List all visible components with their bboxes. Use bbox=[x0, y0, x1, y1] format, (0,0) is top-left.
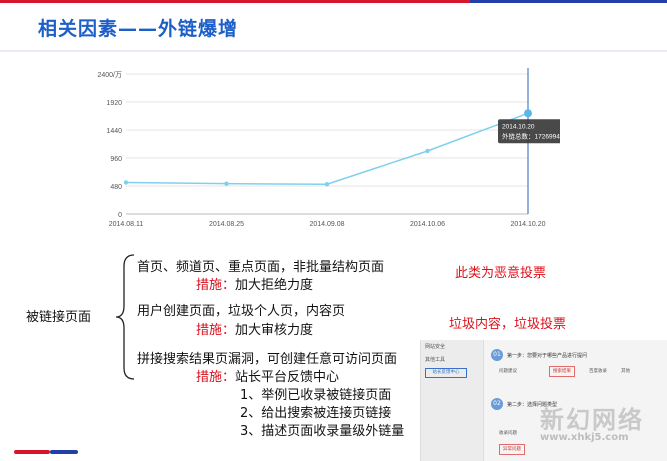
title-divider bbox=[0, 50, 667, 52]
x-tick-label: 2014.10.06 bbox=[410, 221, 445, 228]
thumb-option-selected: 搜索结果 bbox=[549, 366, 575, 377]
group-1-line: 首页、频道页、重点页面，非批量结构页面 bbox=[137, 260, 385, 275]
group-3-measure: 措施：站长平台反馈中心 bbox=[196, 366, 339, 385]
group-2-line: 用户创建页面，垃圾个人页，内容页 bbox=[137, 304, 346, 319]
data-point bbox=[425, 148, 430, 154]
group-2-measure: 措施：加大审核力度 bbox=[196, 319, 313, 338]
x-tick-label: 2014.08.25 bbox=[209, 221, 244, 228]
thumb-step-1: 第一步：您要对于哪些产品进行提问 bbox=[507, 353, 588, 359]
bottom-accent-blue bbox=[50, 450, 78, 454]
step-1: 1、举例已收录被链接页面 bbox=[240, 388, 392, 403]
y-tick-label: 1920 bbox=[106, 100, 122, 107]
watermark-url: www.xhkj5.com bbox=[540, 432, 629, 443]
y-tick-label: 2400/万 bbox=[97, 71, 122, 79]
thumb-option: 百度收录 bbox=[589, 369, 607, 374]
y-tick-label: 960 bbox=[110, 156, 122, 163]
data-point bbox=[324, 182, 330, 187]
brace-icon bbox=[115, 254, 135, 380]
y-tick-label: 0 bbox=[118, 212, 122, 219]
x-tick-label: 2014.10.20 bbox=[510, 221, 545, 228]
thumb-sidebar-item: 其他工具 bbox=[425, 357, 446, 363]
data-point bbox=[123, 180, 129, 185]
root-label: 被链接页面 bbox=[26, 310, 92, 325]
data-point bbox=[524, 109, 532, 118]
bottom-accent-red bbox=[14, 450, 50, 454]
step-3: 3、描述页面收录量级外链量 bbox=[240, 424, 405, 439]
x-tick-label: 2014.08.11 bbox=[109, 221, 144, 228]
step-2: 2、给出搜索被连接页链接 bbox=[240, 406, 392, 421]
group-1-measure: 措施：加大拒绝力度 bbox=[196, 274, 313, 293]
data-point bbox=[224, 181, 229, 186]
spam-vote-note: 垃圾内容，垃圾投票 bbox=[449, 317, 567, 332]
series-line bbox=[125, 112, 529, 186]
slide-title: 相关因素——外链爆增 bbox=[38, 18, 239, 40]
malicious-vote-note: 此类为恶意投票 bbox=[455, 266, 547, 281]
group-1-measure-text: 加大拒绝力度 bbox=[235, 278, 314, 293]
tooltip-title: 2014.10.20 bbox=[502, 123, 535, 130]
top-accent-red bbox=[0, 0, 470, 3]
thumb-sidebar: 网站安全 其他工具 站长反馈中心 bbox=[421, 340, 484, 461]
watermark-logo: 新幻网络 bbox=[540, 406, 644, 434]
group-2-measure-text: 加大审核力度 bbox=[235, 323, 314, 338]
thumb-step-2: 第二步：选择问题类型 bbox=[507, 402, 558, 408]
thumb-step-2-badge: 02 bbox=[491, 398, 503, 410]
x-tick-label: 2014.09.08 bbox=[309, 221, 344, 228]
thumb-option: 其他 bbox=[621, 369, 630, 374]
group-3-measure-label: 措施： bbox=[196, 370, 236, 385]
thumb-step2-option-selected: 异常问题 bbox=[499, 444, 525, 455]
tooltip-box bbox=[498, 119, 578, 144]
thumb-sidebar-item: 网站安全 bbox=[425, 344, 446, 350]
group-2-measure-label: 措施： bbox=[196, 323, 236, 338]
group-1-measure-label: 措施： bbox=[196, 278, 236, 293]
y-tick-label: 1440 bbox=[106, 128, 122, 135]
group-3-measure-text: 站长平台反馈中心 bbox=[235, 370, 340, 385]
thumb-feedback-button: 站长反馈中心 bbox=[425, 368, 467, 378]
tooltip-value: 外链总数：17269948 bbox=[502, 131, 560, 140]
feedback-center-thumbnail: 网站安全 其他工具 站长反馈中心 01 第一步：您要对于哪些产品进行提问 问题建… bbox=[420, 340, 667, 461]
group-3-line: 拼接搜索结果页漏洞，可创建任意可访问页面 bbox=[137, 352, 398, 367]
thumb-option: 问题建议 bbox=[499, 369, 517, 374]
top-accent-blue bbox=[470, 0, 667, 3]
thumb-step-1-badge: 01 bbox=[491, 349, 503, 361]
thumb-step2-option: 收录问题 bbox=[499, 431, 517, 436]
line-chart-svg: 0 480 960 1440 1920 2400/万 2014.08.11 2014.08.2… bbox=[97, 68, 578, 228]
y-tick-label: 480 bbox=[110, 184, 122, 191]
backlink-chart: 0 480 960 1440 1920 2400/万 2014.08.11 2014.08.2… bbox=[90, 62, 578, 242]
